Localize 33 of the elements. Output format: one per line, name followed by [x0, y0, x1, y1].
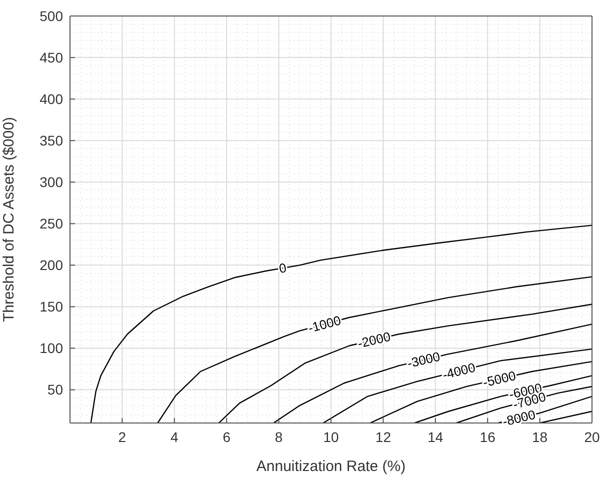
- line-series: [322, 348, 592, 423]
- y-tick-label: 200: [40, 257, 64, 274]
- x-tick-label: 20: [584, 428, 600, 445]
- text: -4000: [440, 360, 477, 382]
- text: -2000: [356, 328, 392, 352]
- text: -1000: [306, 312, 342, 336]
- text: 0: [278, 260, 288, 276]
- y-tick-label: 150: [40, 298, 64, 315]
- y-tick-label: 400: [40, 91, 64, 108]
- x-tick-label: 10: [323, 428, 339, 445]
- x-tick-label: 2: [118, 428, 126, 445]
- line-series: [157, 276, 592, 423]
- x-axis-title: Annuitization Rate (%): [256, 458, 406, 475]
- y-tick-label: 50: [47, 382, 64, 398]
- text: -8000: [501, 406, 537, 430]
- y-tick-label: 450: [40, 50, 64, 66]
- x-tick-label: 18: [532, 428, 548, 445]
- x-tick-label: 12: [375, 428, 392, 445]
- x-tick-label: 16: [480, 428, 496, 445]
- y-tick-label: 250: [40, 216, 64, 232]
- line-series: [456, 386, 592, 423]
- line-series: [218, 304, 592, 423]
- line-series: [90, 224, 592, 423]
- x-tick-label: 4: [170, 428, 178, 445]
- y-tick-label: 300: [40, 174, 64, 190]
- text: -3000: [406, 348, 442, 371]
- y-tick-label: 500: [40, 8, 64, 24]
- x-tick-label: 8: [274, 428, 283, 445]
- y-axis-title: Threshold of DC Assets ($000): [0, 116, 18, 322]
- x-tick-label: 6: [222, 428, 231, 445]
- y-tick-label: 100: [40, 340, 64, 356]
- x-tick-label: 14: [428, 428, 444, 445]
- y-tick-label: 350: [40, 132, 64, 149]
